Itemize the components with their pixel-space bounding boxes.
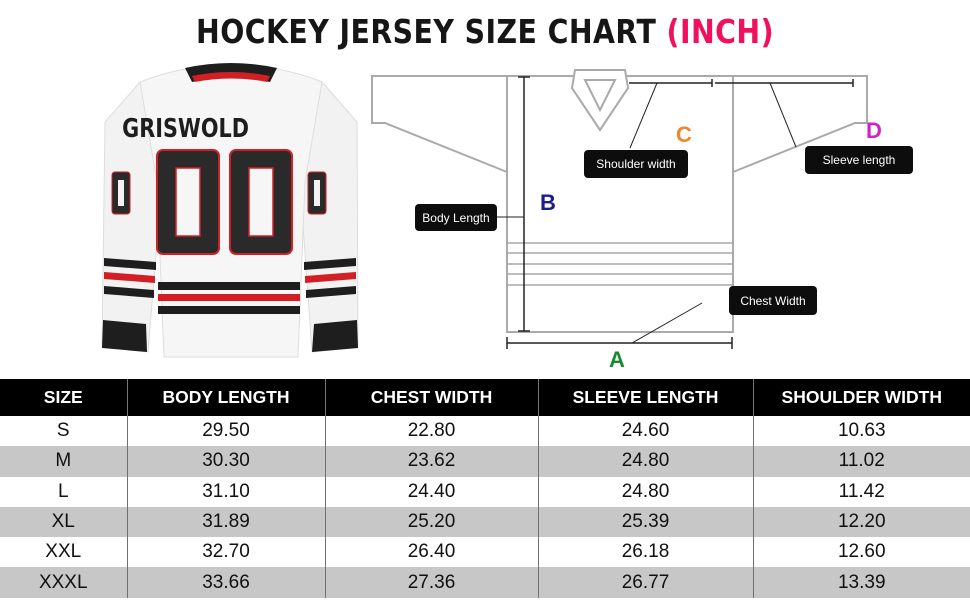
shoulder-width-callout: Shoulder width [584,150,688,178]
col-header-chest-width: CHEST WIDTH [324,379,538,416]
cell-sleeve-length: 26.18 [537,537,753,568]
table-header-row: SIZE BODY LENGTH CHEST WIDTH SLEEVE LENG… [0,379,970,416]
col-header-size: SIZE [0,379,127,416]
letter-d: D [866,118,882,143]
body-length-callout: Body Length [415,204,497,231]
chest-width-callout: Chest Width [729,286,817,315]
measurement-diagram: Shoulder width Sleeve length Body Length… [360,60,970,375]
cell-sleeve-length: 24.80 [537,446,753,477]
cell-sleeve-length: 24.80 [537,476,753,507]
cell-size: M [0,446,127,477]
cell-shoulder-width: 13.39 [752,567,970,598]
cell-chest-width: 23.62 [324,446,538,477]
cell-body-length: 33.66 [126,567,325,598]
cell-sleeve-length: 25.39 [537,506,753,538]
cell-chest-width: 27.36 [324,567,538,598]
jersey-name-text: GRISWOLD [122,113,249,144]
cell-chest-width: 26.40 [324,537,538,568]
cell-shoulder-width: 10.63 [752,416,970,447]
cell-chest-width: 24.40 [324,476,538,507]
table-row: XXL 32.70 26.40 26.18 12.60 [0,537,970,568]
cell-body-length: 29.50 [126,416,325,447]
table-row: XXXL 33.66 27.36 26.77 13.39 [0,567,970,598]
letter-c: C [676,122,692,147]
table-row: M 30.30 23.62 24.80 11.02 [0,446,970,477]
size-table: SIZE BODY LENGTH CHEST WIDTH SLEEVE LENG… [0,379,970,598]
col-header-sleeve-length: SLEEVE LENGTH [537,379,753,416]
cell-size: XXXL [0,567,127,598]
cell-shoulder-width: 12.60 [752,537,970,568]
cell-chest-width: 22.80 [324,416,538,447]
col-header-shoulder-width: SHOULDER WIDTH [752,379,970,416]
sleeve-length-callout: Sleeve length [805,146,913,174]
page-title: HOCKEY JERSEY SIZE CHART (INCH) [68,12,902,51]
cell-sleeve-length: 26.77 [537,567,753,598]
cell-size: XXL [0,537,127,568]
cell-chest-width: 25.20 [324,506,538,538]
cell-body-length: 31.89 [126,506,325,538]
table-row: XL 31.89 25.20 25.39 12.20 [0,506,970,538]
cell-size: XL [0,506,127,538]
letter-b: B [540,190,556,215]
cell-size: L [0,476,127,507]
cell-body-length: 30.30 [126,446,325,477]
table-row: L 31.10 24.40 24.80 11.42 [0,476,970,507]
cell-body-length: 31.10 [126,476,325,507]
cell-body-length: 32.70 [126,537,325,568]
cell-shoulder-width: 12.20 [752,506,970,538]
cell-sleeve-length: 24.60 [537,416,753,447]
table-row: S 29.50 22.80 24.60 10.63 [0,416,970,447]
cell-shoulder-width: 11.02 [752,446,970,477]
cell-shoulder-width: 11.42 [752,476,970,507]
cell-size: S [0,416,127,447]
title-text: HOCKEY JERSEY SIZE CHART [196,12,657,51]
letter-a: A [609,347,625,372]
jersey-photo: GRISWOLD [100,62,362,362]
col-header-body-length: BODY LENGTH [126,379,325,416]
unit-label: (INCH) [666,12,774,51]
